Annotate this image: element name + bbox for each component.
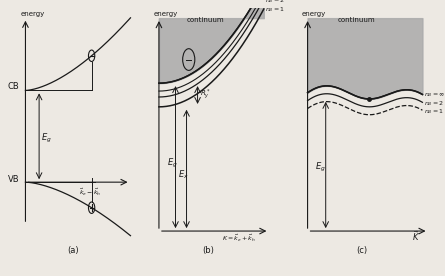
Text: (b): (b) — [202, 246, 214, 255]
Text: $n_B = 1$: $n_B = 1$ — [265, 6, 285, 14]
Text: $n_B = 2$: $n_B = 2$ — [265, 0, 285, 5]
Text: energy: energy — [20, 11, 44, 17]
Text: $R_y^*$: $R_y^*$ — [200, 88, 210, 102]
Text: $\vec{k}_e - \vec{k}_h$: $\vec{k}_e - \vec{k}_h$ — [79, 187, 102, 198]
Text: continuum: continuum — [186, 17, 224, 23]
Text: energy: energy — [302, 11, 326, 17]
Text: $\vec{K}$: $\vec{K}$ — [413, 229, 421, 243]
Text: $E_g$: $E_g$ — [167, 157, 178, 171]
Text: VB: VB — [8, 175, 19, 184]
Text: CB: CB — [8, 81, 19, 91]
Text: $E_g$: $E_g$ — [41, 132, 52, 145]
Text: $n_B = 1$: $n_B = 1$ — [424, 107, 444, 116]
Text: (c): (c) — [356, 246, 368, 255]
Text: (a): (a) — [67, 246, 78, 255]
Text: $E_x$: $E_x$ — [178, 169, 189, 181]
Text: continuum: continuum — [338, 17, 376, 23]
Text: $n_B = 2$: $n_B = 2$ — [424, 99, 444, 108]
Text: $E_g$: $E_g$ — [315, 161, 326, 174]
Text: energy: energy — [154, 11, 178, 17]
Text: $n_B = \infty$: $n_B = \infty$ — [424, 91, 445, 99]
Text: $K = \vec{k}_e + \vec{k}_h$: $K = \vec{k}_e + \vec{k}_h$ — [222, 233, 257, 244]
